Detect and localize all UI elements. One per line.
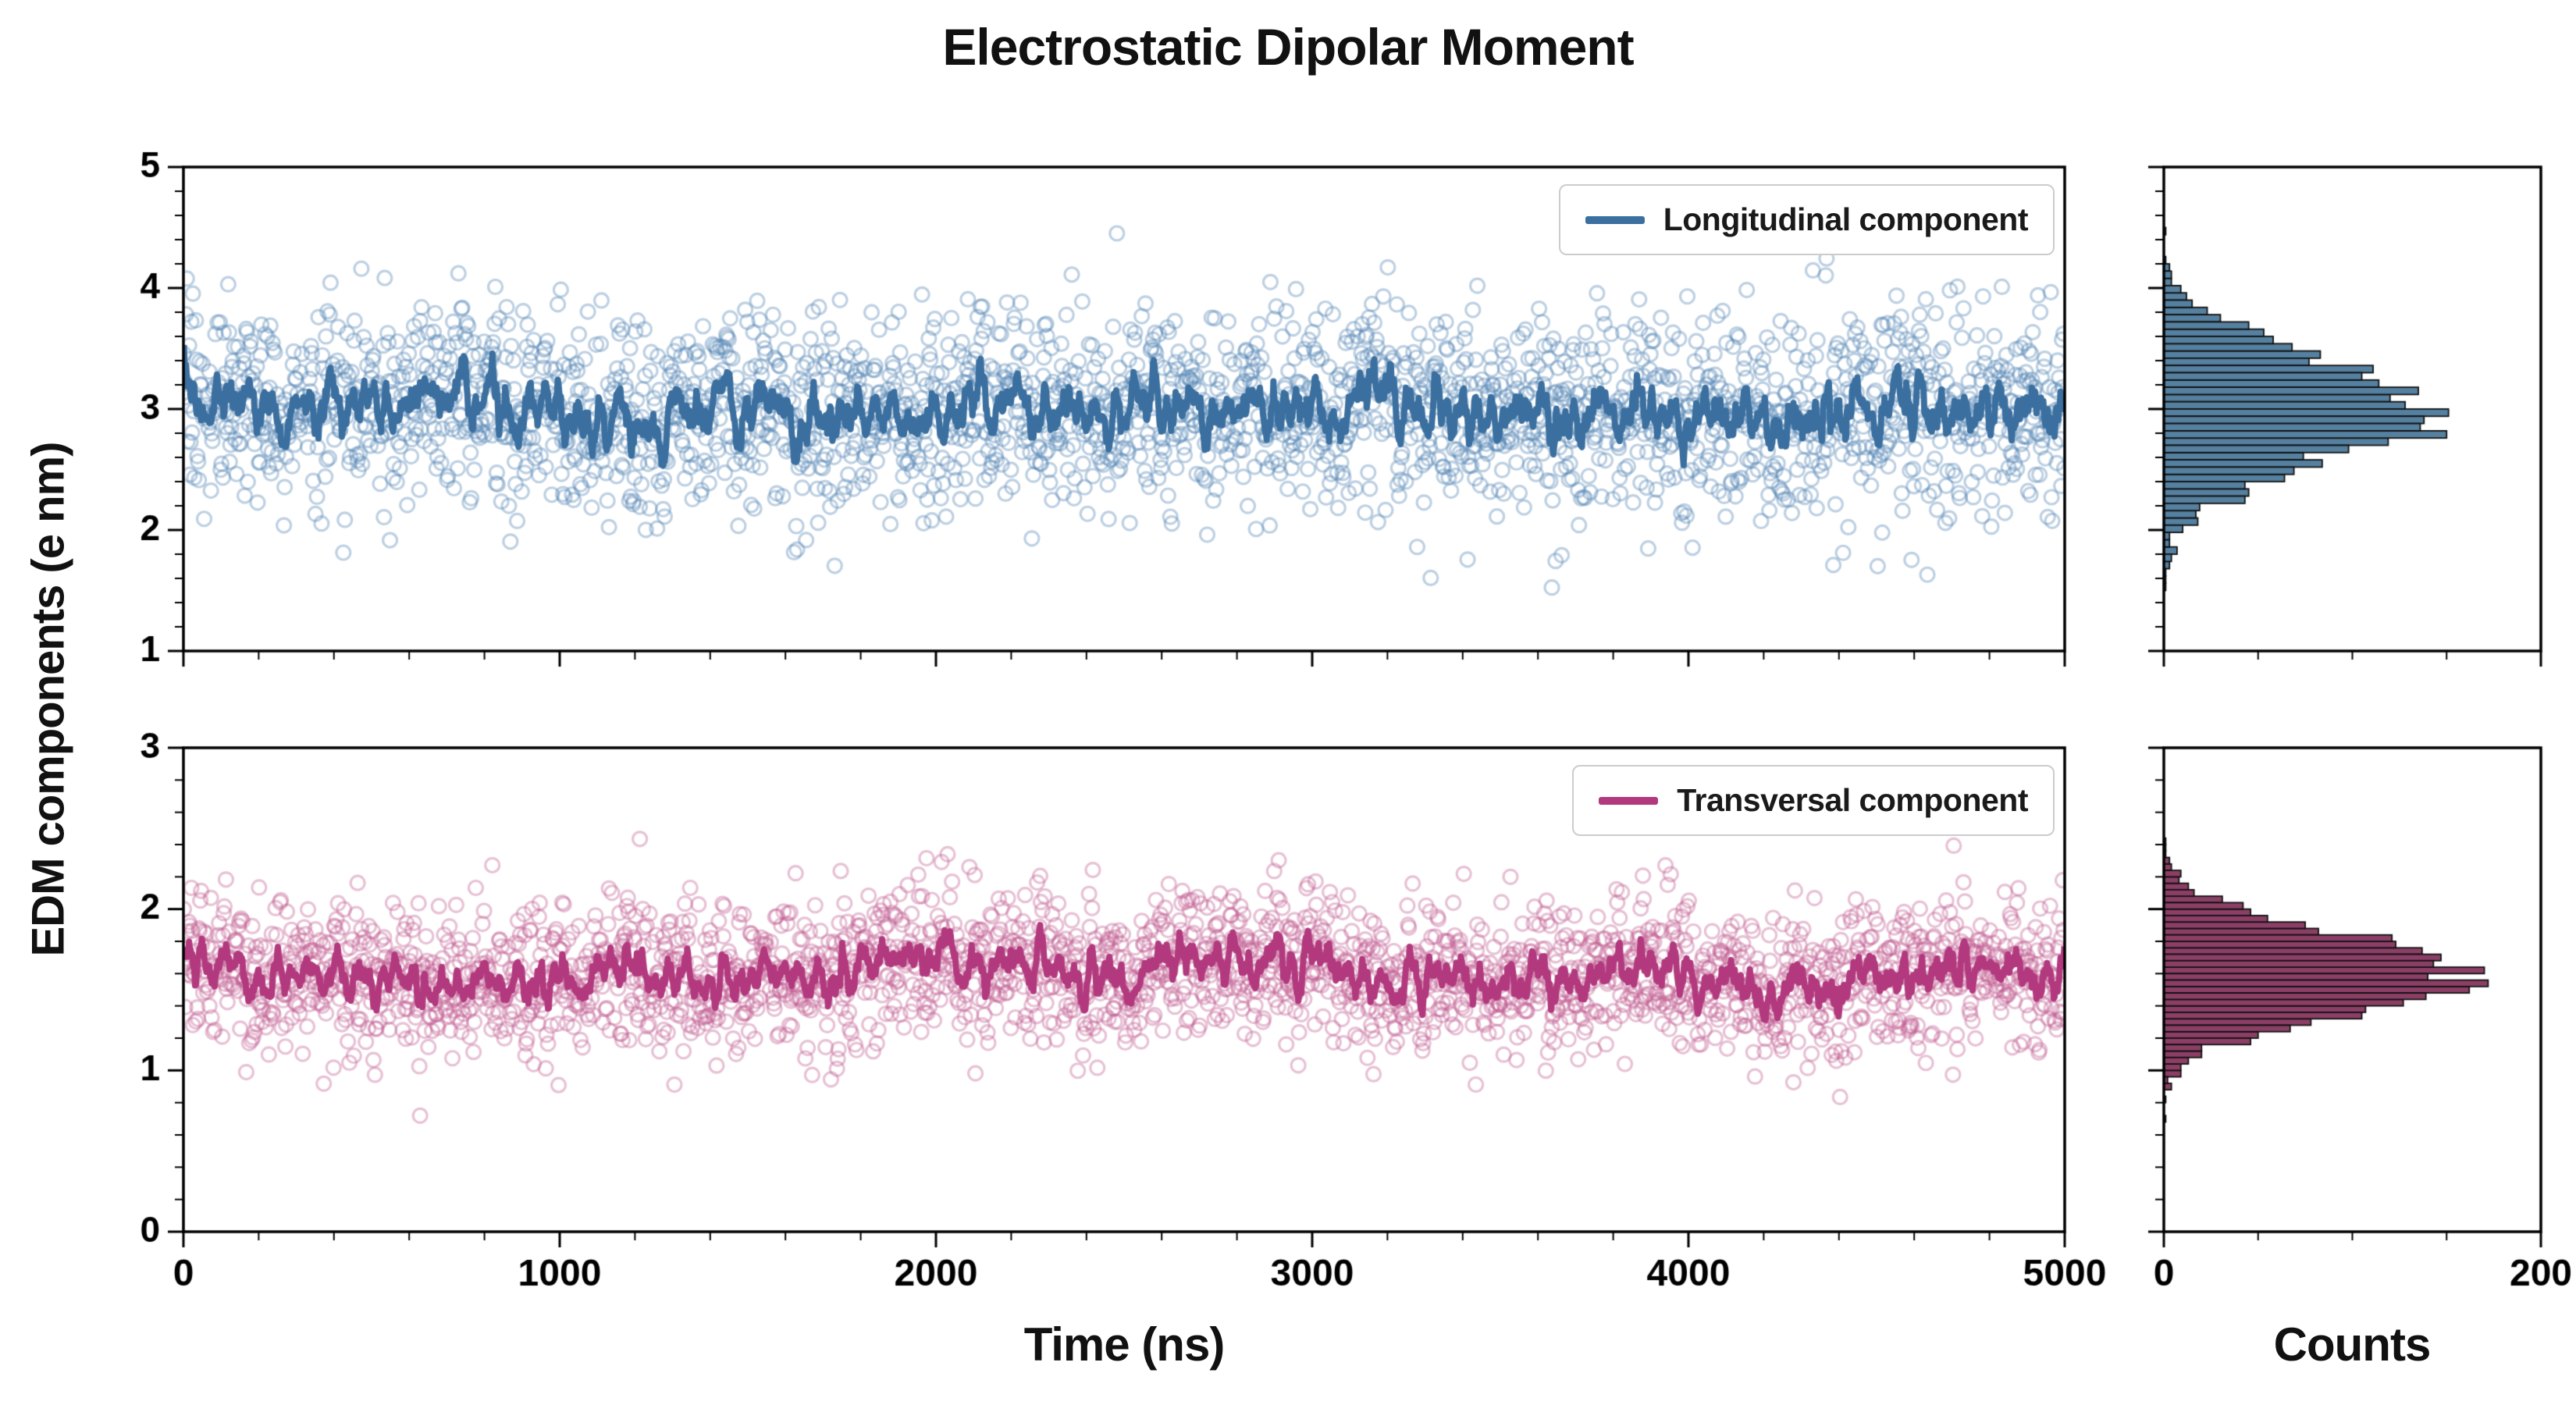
legend-swatch-longitudinal [1585,215,1645,224]
x-axis-label: Time (ns) [1023,1318,1226,1371]
hist-x-axis-label: Counts [2273,1318,2432,1371]
y-axis-label: EDM components (e nm) [23,442,74,957]
legend-label-longitudinal: Longitudinal component [1663,201,2029,237]
legend-swatch-transversal [1599,796,1659,805]
figure-title: Electrostatic Dipolar Moment [942,18,1634,76]
legend-longitudinal: Longitudinal component [1558,184,2055,255]
legend-label-transversal: Transversal component [1677,782,2028,818]
legend-transversal: Transversal component [1572,765,2055,836]
